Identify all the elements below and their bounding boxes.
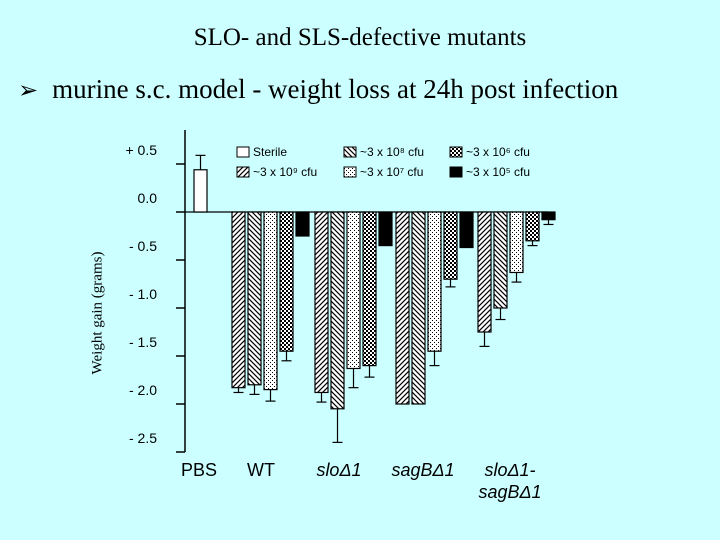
bar (295, 211, 310, 237)
bar (362, 211, 377, 367)
bar (525, 211, 540, 242)
bar (509, 211, 524, 274)
legend-swatch (236, 146, 250, 158)
y-tick-label: - 1.5 (129, 334, 157, 350)
legend-label: ~3 x 10⁶ cfu (466, 145, 530, 159)
subtitle-text: murine s.c. model - weight loss at 24h p… (52, 74, 619, 104)
legend-label: ~3 x 10⁷ cfu (360, 165, 423, 179)
legend-swatch (343, 146, 357, 158)
subtitle-bullet: ➢ murine s.c. model - weight loss at 24h … (18, 74, 618, 105)
bar (378, 211, 393, 247)
bar (263, 211, 278, 391)
bar (314, 211, 329, 394)
legend-swatch (449, 166, 463, 178)
y-tick-label: - 2.0 (129, 382, 157, 398)
bar (443, 211, 458, 280)
bars (193, 154, 556, 443)
y-tick-label: 0.0 (138, 190, 158, 206)
bar (330, 211, 345, 410)
bar (231, 211, 246, 389)
category-labels: PBS WT sloΔ1 sagBΔ1 sloΔ1-sagBΔ1 (181, 460, 542, 502)
y-tick-label: - 1.0 (129, 286, 157, 302)
slide-title: SLO- and SLS-defective mutants (193, 24, 527, 51)
category-label: sagBΔ1 (391, 460, 454, 480)
bar (395, 211, 410, 405)
legend: Sterile ~3 x 10⁸ cfu ~3 x 10⁶ cfu ~3 x 10⁹ … (236, 145, 530, 179)
legend-label: ~3 x 10⁹ cfu (253, 165, 317, 179)
bar (427, 211, 442, 352)
category-label: WT (247, 460, 275, 480)
y-tick-label: + 0.5 (125, 142, 157, 158)
bar (477, 211, 492, 333)
bar (459, 211, 474, 249)
legend-swatch (343, 166, 357, 178)
category-label: sloΔ1- (484, 460, 535, 480)
bar (411, 211, 426, 405)
bar (541, 211, 556, 221)
legend-label: ~3 x 10⁵ cfu (466, 165, 530, 179)
category-label: sloΔ1 (316, 460, 361, 480)
arrow-bullet-icon: ➢ (18, 76, 39, 104)
bar (493, 211, 508, 309)
bar (346, 211, 361, 370)
y-axis: + 0.5 0.0 - 0.5 - 1.0 - 1.5 - 2.0 - 2.5 (125, 130, 548, 453)
legend-swatch (449, 146, 463, 158)
category-label: sagBΔ1 (478, 482, 541, 502)
y-tick-label: - 0.5 (129, 238, 157, 254)
legend-swatch (236, 166, 250, 178)
bar (279, 211, 294, 352)
bar (247, 211, 262, 386)
y-tick-label: - 2.5 (129, 430, 157, 446)
bar (193, 169, 208, 213)
legend-label: Sterile (253, 145, 287, 159)
category-label: PBS (181, 460, 217, 480)
legend-label: ~3 x 10⁸ cfu (360, 145, 424, 159)
